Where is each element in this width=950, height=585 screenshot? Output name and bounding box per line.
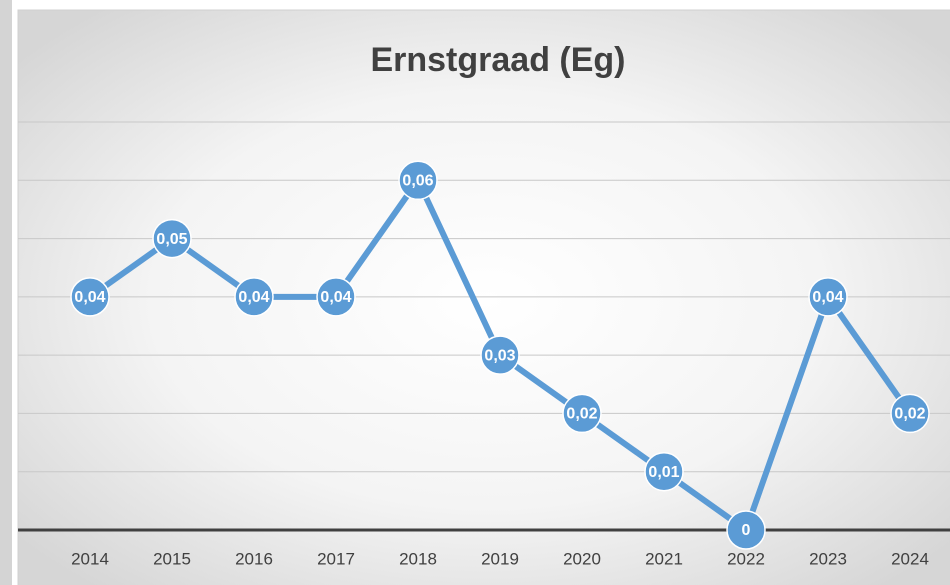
data-point: [234, 277, 274, 317]
data-point: [890, 393, 930, 434]
data-label: 0,02: [566, 406, 597, 423]
data-label: 0,04: [74, 289, 105, 306]
data-point: [644, 451, 684, 492]
x-tick-label: 2021: [645, 549, 683, 568]
x-tick-label: 2016: [235, 549, 273, 568]
data-label: 0,06: [402, 173, 433, 190]
x-tick-label: 2015: [153, 549, 191, 568]
data-label: 0,04: [812, 289, 843, 306]
data-label: 0,02: [894, 406, 925, 423]
data-label: 0,01: [648, 464, 679, 481]
data-point: [70, 277, 110, 317]
data-label: 0,04: [320, 289, 351, 306]
data-point: [398, 160, 438, 201]
x-tick-label: 2022: [727, 549, 765, 568]
data-label: 0,03: [484, 347, 515, 364]
data-point: [316, 277, 356, 317]
chart-title: Ernstgraad (Eg): [370, 41, 625, 79]
data-point: [808, 277, 848, 317]
x-tick-label: 2020: [563, 549, 601, 568]
chart-panel: [17, 9, 950, 585]
data-label: 0: [742, 522, 751, 539]
x-tick-label: 2019: [481, 549, 519, 568]
x-tick-label: 2018: [399, 549, 437, 568]
x-tick-label: 2023: [809, 549, 847, 568]
data-label: 0,04: [238, 289, 269, 306]
data-point: [562, 393, 602, 434]
x-tick-label: 2024: [891, 549, 929, 568]
data-label: 0,05: [156, 231, 187, 248]
data-point: [152, 218, 192, 259]
data-point: [480, 335, 520, 375]
x-tick-label: 2014: [71, 549, 109, 568]
side-strip: [0, 0, 12, 585]
x-tick-label: 2017: [317, 549, 355, 568]
data-point: [726, 510, 766, 550]
